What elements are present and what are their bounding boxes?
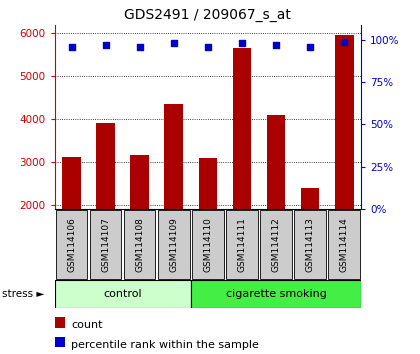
Bar	[294, 210, 326, 279]
Bar	[158, 210, 189, 279]
Bar	[267, 115, 286, 290]
Bar	[55, 318, 66, 328]
Point	[307, 44, 313, 50]
Text: GSM114109: GSM114109	[169, 217, 178, 272]
Bar	[260, 210, 292, 279]
Bar	[191, 280, 361, 308]
Bar	[55, 337, 66, 347]
Bar	[328, 210, 360, 279]
Point	[171, 40, 177, 46]
Bar	[56, 210, 87, 279]
Point	[273, 42, 279, 48]
Text: GSM114111: GSM114111	[237, 217, 247, 272]
Bar	[55, 280, 191, 308]
Text: count: count	[71, 320, 103, 330]
Point	[341, 39, 347, 45]
Point	[102, 42, 109, 48]
Bar	[335, 35, 354, 290]
Text: GSM114110: GSM114110	[203, 217, 213, 272]
Text: GSM114112: GSM114112	[272, 217, 281, 272]
Text: percentile rank within the sample: percentile rank within the sample	[71, 339, 259, 350]
Text: GSM114106: GSM114106	[67, 217, 76, 272]
Text: GSM114108: GSM114108	[135, 217, 144, 272]
Bar	[62, 158, 81, 290]
Bar	[96, 123, 115, 290]
Point	[239, 40, 245, 46]
Bar	[90, 210, 121, 279]
Text: cigarette smoking: cigarette smoking	[226, 289, 326, 299]
Text: stress ►: stress ►	[2, 289, 45, 299]
Bar	[199, 158, 217, 290]
Text: control: control	[103, 289, 142, 299]
Bar	[301, 188, 320, 290]
Bar	[130, 155, 149, 290]
Point	[68, 44, 75, 50]
Bar	[226, 210, 257, 279]
Point	[136, 44, 143, 50]
Text: GSM114113: GSM114113	[306, 217, 315, 272]
Title: GDS2491 / 209067_s_at: GDS2491 / 209067_s_at	[124, 8, 291, 22]
Bar	[124, 210, 155, 279]
Bar	[165, 104, 183, 290]
Text: GSM114107: GSM114107	[101, 217, 110, 272]
Text: GSM114114: GSM114114	[340, 217, 349, 272]
Point	[205, 44, 211, 50]
Bar	[233, 48, 251, 290]
Bar	[192, 210, 223, 279]
